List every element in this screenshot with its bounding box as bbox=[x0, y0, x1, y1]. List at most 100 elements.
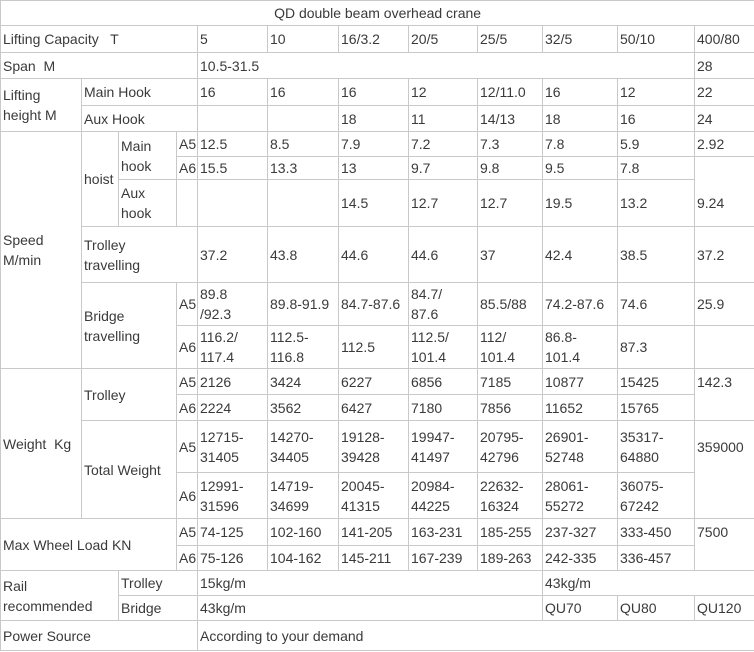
value-cell: 12 bbox=[408, 78, 478, 106]
value-cell: 145-211 bbox=[338, 545, 409, 571]
grade-label bbox=[176, 179, 198, 227]
value-cell bbox=[693, 156, 754, 180]
value-cell: 43kg/m bbox=[541, 570, 754, 596]
value-cell: 3562 bbox=[267, 394, 339, 421]
col-header: 16/3.2 bbox=[338, 25, 409, 53]
table-row: A6 116.2/ 117.4 112.5- 116.8 112.5 112.5/ 10… bbox=[1, 325, 754, 369]
value-cell: 89.8-91.9 bbox=[267, 282, 339, 326]
value-cell: 16 bbox=[617, 105, 695, 132]
value-cell: 185-255 bbox=[477, 518, 543, 546]
value-cell: 141-205 bbox=[338, 518, 409, 546]
value-cell: 12.7 bbox=[408, 179, 478, 227]
value-cell: 14.5 bbox=[338, 179, 409, 227]
value-cell: 12715- 31405 bbox=[197, 420, 268, 473]
value-cell: 7500 bbox=[693, 518, 754, 546]
value-cell: 112.5- 116.8 bbox=[267, 325, 339, 369]
value-cell: 74.2-87.6 bbox=[542, 282, 618, 326]
value-cell: 336-457 bbox=[617, 545, 695, 571]
grade-label: A5 bbox=[176, 282, 198, 326]
value-cell: 112.5/ 101.4 bbox=[408, 325, 478, 369]
table-row: A6 75-126 104-162 145-211 167-239 189-263 242-… bbox=[1, 545, 754, 571]
value-cell: 85.5/88 bbox=[477, 282, 543, 326]
value-cell bbox=[693, 545, 754, 571]
value-cell: 44.6 bbox=[408, 226, 478, 283]
value-cell: 112/ 101.4 bbox=[477, 325, 543, 369]
row-label: Main hook bbox=[118, 131, 177, 180]
value-cell: 20045- 41315 bbox=[338, 472, 409, 519]
value-cell: 37.2 bbox=[693, 226, 754, 283]
value-cell: 74-125 bbox=[197, 518, 268, 546]
value-cell: 18 bbox=[338, 105, 409, 132]
value-cell: 163-231 bbox=[408, 518, 478, 546]
value-cell: 86.8- 101.4 bbox=[542, 325, 618, 369]
value-cell: 43.8 bbox=[267, 226, 339, 283]
row-label: Bridge travelling bbox=[81, 282, 177, 369]
table-row: Aux Hook 18 11 14/13 18 16 24 bbox=[1, 105, 754, 132]
row-label: Aux hook bbox=[118, 179, 177, 227]
value-cell: 2.92 bbox=[693, 131, 754, 157]
row-label: Trolley bbox=[81, 368, 177, 421]
value-cell bbox=[197, 179, 268, 227]
value-cell: 15765 bbox=[617, 394, 695, 421]
value-cell: 102-160 bbox=[267, 518, 339, 546]
value-cell: 84.7-87.6 bbox=[338, 282, 409, 326]
value-cell: 7.8 bbox=[542, 131, 618, 157]
row-label: Power Source bbox=[0, 620, 198, 651]
table-row: Total Weight A5 12715- 31405 14270- 34405 19… bbox=[1, 420, 754, 519]
value-cell: 22 bbox=[693, 78, 754, 106]
value-cell bbox=[693, 394, 754, 421]
value-cell: 75-126 bbox=[197, 545, 268, 571]
value-cell: 10877 bbox=[542, 368, 618, 395]
value-cell: 12991- 31596 bbox=[197, 472, 268, 519]
value-cell: QU80 bbox=[617, 595, 695, 621]
table-row: Power Source According to your demand bbox=[0, 620, 754, 651]
value-cell: 359000 bbox=[693, 420, 754, 473]
value-cell: 19128- 39428 bbox=[338, 420, 409, 473]
value-cell: 9.7 bbox=[408, 156, 478, 180]
value-cell: 44.6 bbox=[338, 226, 409, 283]
row-label: Weight Kg bbox=[0, 368, 82, 519]
value-cell: 14719- 34699 bbox=[267, 472, 339, 519]
value-cell: 12.7 bbox=[477, 179, 543, 227]
value-cell: QU70 bbox=[542, 595, 618, 621]
value-cell: 8.5 bbox=[267, 131, 339, 157]
value-cell: 112.5 bbox=[338, 325, 409, 369]
value-cell: 189-263 bbox=[477, 545, 543, 571]
table-row: Speed M/min hoist Main hook A5 12.5 8.5 7.9 7.2… bbox=[0, 131, 754, 369]
row-label: Span M bbox=[0, 52, 198, 79]
value-cell: 13.3 bbox=[267, 156, 339, 180]
col-header: 400/80 bbox=[693, 25, 754, 53]
value-cell: 242-335 bbox=[542, 545, 618, 571]
value-cell: 42.4 bbox=[542, 226, 618, 283]
row-label: Speed M/min bbox=[0, 131, 82, 369]
value-cell: 333-450 bbox=[617, 518, 695, 546]
grade-label: A5 bbox=[176, 420, 198, 473]
value-cell: 6227 bbox=[338, 368, 409, 395]
value-cell: 13 bbox=[338, 156, 409, 180]
value-cell: 24 bbox=[693, 105, 754, 132]
value-cell bbox=[693, 472, 754, 519]
value-cell: 15.5 bbox=[197, 156, 268, 180]
value-cell: 7185 bbox=[477, 368, 543, 395]
table-row: Span M 10.5-31.5 28 bbox=[0, 52, 754, 79]
row-label: Trolley travelling bbox=[81, 226, 198, 283]
table-row: Bridge travelling A5 89.8 /92.3 89.8-91.9 84… bbox=[1, 282, 754, 369]
table-row: Max Wheel Load KN A5 74-125 102-160 141-205 1… bbox=[0, 518, 754, 571]
value-cell: 6856 bbox=[408, 368, 478, 395]
value-cell: 15425 bbox=[617, 368, 695, 395]
value-cell: 9.24 bbox=[693, 179, 754, 227]
value-cell: 26901- 52748 bbox=[542, 420, 618, 473]
value-cell: 11 bbox=[408, 105, 478, 132]
table-row: A6 15.5 13.3 13 9.7 9.8 9.5 7.8 bbox=[1, 156, 754, 180]
value-cell: 84.7/ 87.6 bbox=[408, 282, 478, 326]
value-cell: 87.3 bbox=[617, 325, 695, 369]
table-row: QD double beam overhead crane bbox=[0, 0, 754, 26]
value-cell: 74.6 bbox=[617, 282, 695, 326]
value-cell: 10.5-31.5 bbox=[197, 52, 695, 79]
table-row: Lifting height M Main Hook 16 16 16 12 12/11.0… bbox=[0, 78, 754, 132]
value-cell: 2224 bbox=[197, 394, 268, 421]
value-cell: 7.9 bbox=[338, 131, 409, 157]
value-cell: 7856 bbox=[477, 394, 543, 421]
value-cell: 16 bbox=[542, 78, 618, 106]
